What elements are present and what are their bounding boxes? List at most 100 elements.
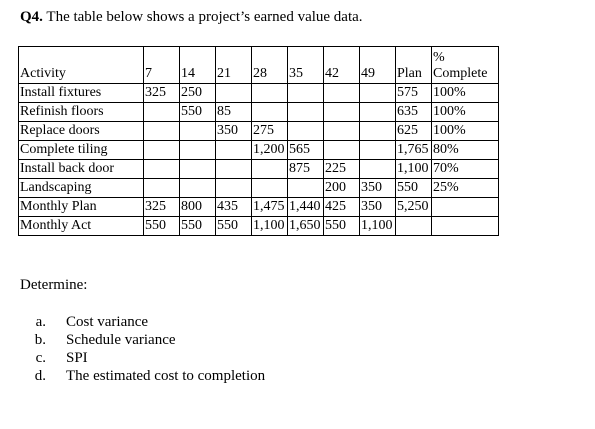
header-complete-symbol: % — [433, 50, 445, 65]
header-complete-label: Complete — [433, 66, 488, 81]
table-body: Activity 7 14 21 28 35 42 49 Plan % Comp… — [18, 46, 499, 236]
week-cell — [143, 121, 180, 141]
table-row: Monthly Act 550 550 550 1,100 1,650 550 1,100 — [18, 216, 499, 236]
week-cell — [251, 102, 288, 122]
week-cell: 800 — [179, 197, 216, 217]
week-cell — [143, 159, 180, 179]
week-cell — [215, 178, 252, 198]
activity-cell: Replace doors — [18, 121, 144, 141]
week-cell: 550 — [179, 102, 216, 122]
week-cell — [287, 102, 324, 122]
week-cell — [359, 83, 396, 103]
question-text: Cost variance — [66, 314, 149, 330]
activity-cell: Landscaping — [18, 178, 144, 198]
table-row: Install back door 875 225 1,100 70% — [18, 159, 499, 179]
question-text: SPI — [66, 350, 88, 366]
plan-cell: 575 — [395, 83, 432, 103]
activity-cell: Monthly Plan — [18, 197, 144, 217]
question-text: The table below shows a project’s earned… — [46, 9, 363, 25]
week-cell — [179, 121, 216, 141]
activity-cell: Install fixtures — [18, 83, 144, 103]
header-week: 21 — [215, 46, 252, 84]
week-cell: 1,475 — [251, 197, 288, 217]
plan-cell: 635 — [395, 102, 432, 122]
week-cell — [359, 140, 396, 160]
header-week: 14 — [179, 46, 216, 84]
week-cell — [287, 178, 324, 198]
question-letter: d. — [34, 368, 46, 384]
table-row: Replace doors 350 275 625 100% — [18, 121, 499, 141]
table-row: Install fixtures 325 250 575 100% — [18, 83, 499, 103]
question-letter: c. — [35, 350, 46, 366]
week-cell — [215, 83, 252, 103]
week-cell: 200 — [323, 178, 360, 198]
week-cell: 550 — [215, 216, 252, 236]
complete-cell: 25% — [431, 178, 499, 198]
header-week: 7 — [143, 46, 180, 84]
table-row: Complete tiling 1,200 565 1,765 80% — [18, 140, 499, 160]
week-cell — [359, 159, 396, 179]
week-cell — [323, 121, 360, 141]
complete-cell: 70% — [431, 159, 499, 179]
header-week: 35 — [287, 46, 324, 84]
week-cell — [179, 178, 216, 198]
question-list: a. Cost variance b. Schedule variance c. SPI d… — [20, 313, 265, 385]
week-cell: 875 — [287, 159, 324, 179]
header-activity: Activity — [18, 46, 144, 84]
header-week: 28 — [251, 46, 288, 84]
table-header-row: Activity 7 14 21 28 35 42 49 Plan % Comp… — [18, 46, 499, 84]
week-cell — [215, 140, 252, 160]
question-number: Q4. — [20, 9, 43, 25]
plan-cell: 550 — [395, 178, 432, 198]
complete-cell: 100% — [431, 102, 499, 122]
week-cell: 565 — [287, 140, 324, 160]
activity-cell: Install back door — [18, 159, 144, 179]
header-week: 42 — [323, 46, 360, 84]
header-complete: % Complete — [431, 46, 499, 84]
activity-cell: Monthly Act — [18, 216, 144, 236]
header-week: 49 — [359, 46, 396, 84]
complete-cell: 100% — [431, 121, 499, 141]
question-letter: a. — [35, 314, 46, 330]
question-item: a. Cost variance — [20, 313, 265, 331]
activity-cell: Complete tiling — [18, 140, 144, 160]
plan-cell — [395, 216, 432, 236]
week-cell: 550 — [179, 216, 216, 236]
week-cell — [287, 83, 324, 103]
plan-cell: 5,250 — [395, 197, 432, 217]
week-cell: 325 — [143, 197, 180, 217]
week-cell — [251, 178, 288, 198]
table-row: Refinish floors 550 85 635 100% — [18, 102, 499, 122]
week-cell: 1,650 — [287, 216, 324, 236]
week-cell — [215, 159, 252, 179]
week-cell: 1,440 — [287, 197, 324, 217]
question-letter: b. — [34, 332, 46, 348]
week-cell: 550 — [143, 216, 180, 236]
question-text: Schedule variance — [66, 332, 176, 348]
plan-cell: 1,765 — [395, 140, 432, 160]
week-cell: 250 — [179, 83, 216, 103]
question-item: c. SPI — [20, 349, 265, 367]
week-cell: 350 — [215, 121, 252, 141]
determine-label: Determine: — [20, 277, 88, 293]
header-plan: Plan — [395, 46, 432, 84]
week-cell: 1,200 — [251, 140, 288, 160]
complete-cell: 80% — [431, 140, 499, 160]
complete-cell — [431, 197, 499, 217]
week-cell — [323, 140, 360, 160]
week-cell — [143, 178, 180, 198]
week-cell: 275 — [251, 121, 288, 141]
week-cell — [251, 83, 288, 103]
question-title: Q4. The table below shows a project’s ea… — [20, 9, 363, 26]
week-cell — [359, 121, 396, 141]
week-cell — [323, 83, 360, 103]
week-cell — [179, 159, 216, 179]
complete-cell: 100% — [431, 83, 499, 103]
question-item: b. Schedule variance — [20, 331, 265, 349]
week-cell: 435 — [215, 197, 252, 217]
complete-cell — [431, 216, 499, 236]
question-text: The estimated cost to completion — [66, 368, 266, 384]
week-cell — [323, 102, 360, 122]
week-cell — [143, 102, 180, 122]
week-cell: 85 — [215, 102, 252, 122]
